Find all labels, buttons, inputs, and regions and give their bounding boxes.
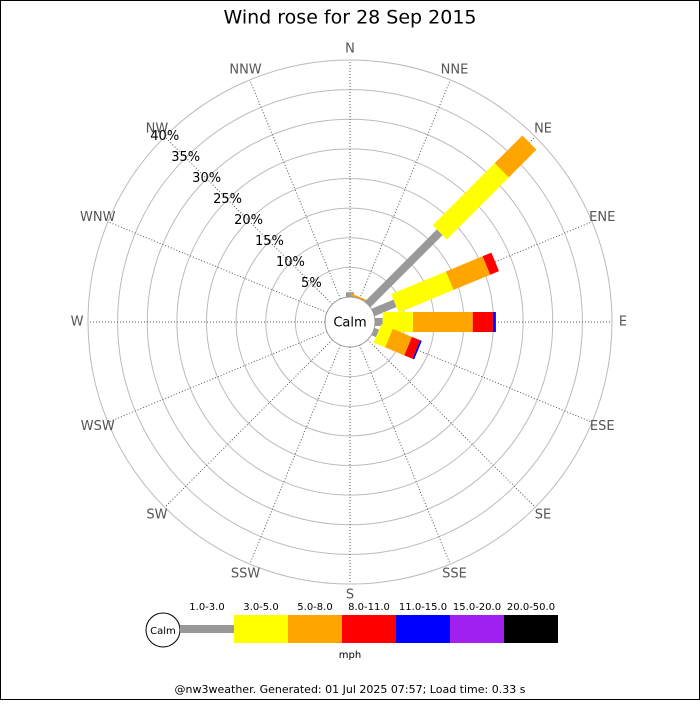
spoke: [107, 331, 328, 423]
direction-label: NE: [534, 121, 552, 136]
chart-title: Wind rose for 28 Sep 2015: [223, 7, 476, 29]
direction-label: SW: [146, 508, 167, 523]
legend-label: 5.0-8.0: [297, 602, 332, 613]
spoke: [164, 136, 333, 305]
bar-segment: [492, 312, 496, 332]
direction-label: ESE: [590, 419, 615, 434]
direction-label: W: [71, 315, 84, 330]
bar-segment: [412, 312, 473, 332]
y-tick-label: 40%: [150, 129, 179, 144]
calm-circle: [324, 296, 376, 348]
legend-unit: mph: [339, 650, 361, 661]
bar-segment: [346, 292, 354, 297]
bar-segment: [350, 293, 370, 303]
direction-label: S: [346, 588, 354, 603]
y-tick-label: 35%: [171, 150, 200, 165]
grid-ring: [176, 148, 524, 496]
legend-label: 3.0-5.0: [243, 602, 278, 613]
bar-segment: [391, 271, 454, 313]
y-tick-label: 5%: [301, 276, 322, 291]
y-tick-label: 30%: [192, 171, 221, 186]
legend-swatch: [234, 615, 288, 643]
bar-segment: [472, 312, 493, 332]
direction-label: NNE: [441, 62, 469, 77]
bar-segment: [385, 328, 412, 356]
legend-label: 11.0-15.0: [399, 602, 447, 613]
spoke: [359, 79, 451, 300]
direction-label: SSE: [442, 567, 467, 582]
direction-label: SE: [535, 508, 551, 523]
legend-label: 8.0-11.0: [348, 602, 390, 613]
bar-segment: [382, 312, 413, 332]
legend-label: 20.0-50.0: [507, 602, 555, 613]
y-tick-label: 15%: [255, 234, 284, 249]
bar-segment: [445, 256, 491, 290]
direction-label: N: [345, 42, 355, 57]
direction-label: E: [619, 315, 627, 330]
legend-swatch: [288, 615, 342, 643]
legend-label: 1.0-3.0: [189, 602, 224, 613]
spoke: [249, 344, 341, 565]
bar-segment: [371, 327, 380, 338]
legend-swatch: [396, 615, 450, 643]
y-tick-label: 10%: [276, 255, 305, 270]
bar-segment: [494, 135, 537, 178]
legend-swatch: [504, 615, 558, 643]
direction-label: WSW: [81, 419, 115, 434]
footer: @nw3weather. Generated: 01 Jul 2025 07:5…: [175, 683, 526, 696]
direction-label: SSW: [231, 567, 261, 582]
bar-segment: [412, 340, 422, 360]
bar-segment: [482, 252, 499, 275]
grid-ring: [87, 59, 613, 585]
direction-label: WNW: [80, 210, 116, 225]
legend-label: 15.0-20.0: [453, 602, 501, 613]
spoke: [249, 79, 341, 300]
direction-label: NW: [146, 121, 169, 136]
legend-swatch: [342, 615, 396, 643]
bar-segment: [404, 336, 421, 359]
legend-swatch: [450, 615, 504, 643]
spoke: [367, 339, 536, 508]
spoke: [164, 339, 333, 508]
spoke: [107, 221, 328, 313]
bar-segment: [373, 324, 393, 348]
bar-segment: [432, 163, 509, 240]
bar-segment: [375, 318, 383, 326]
y-tick-label: 20%: [234, 213, 263, 228]
bar-segment: [371, 299, 397, 317]
legend-swatch: [180, 625, 234, 633]
calm-label: Calm: [333, 316, 366, 331]
direction-label: ENE: [589, 210, 615, 225]
spoke: [359, 344, 451, 565]
bar-segment: [364, 229, 443, 308]
y-tick-label: 25%: [213, 192, 242, 207]
legend-calm-label: Calm: [150, 626, 176, 637]
direction-label: NNW: [229, 62, 261, 77]
